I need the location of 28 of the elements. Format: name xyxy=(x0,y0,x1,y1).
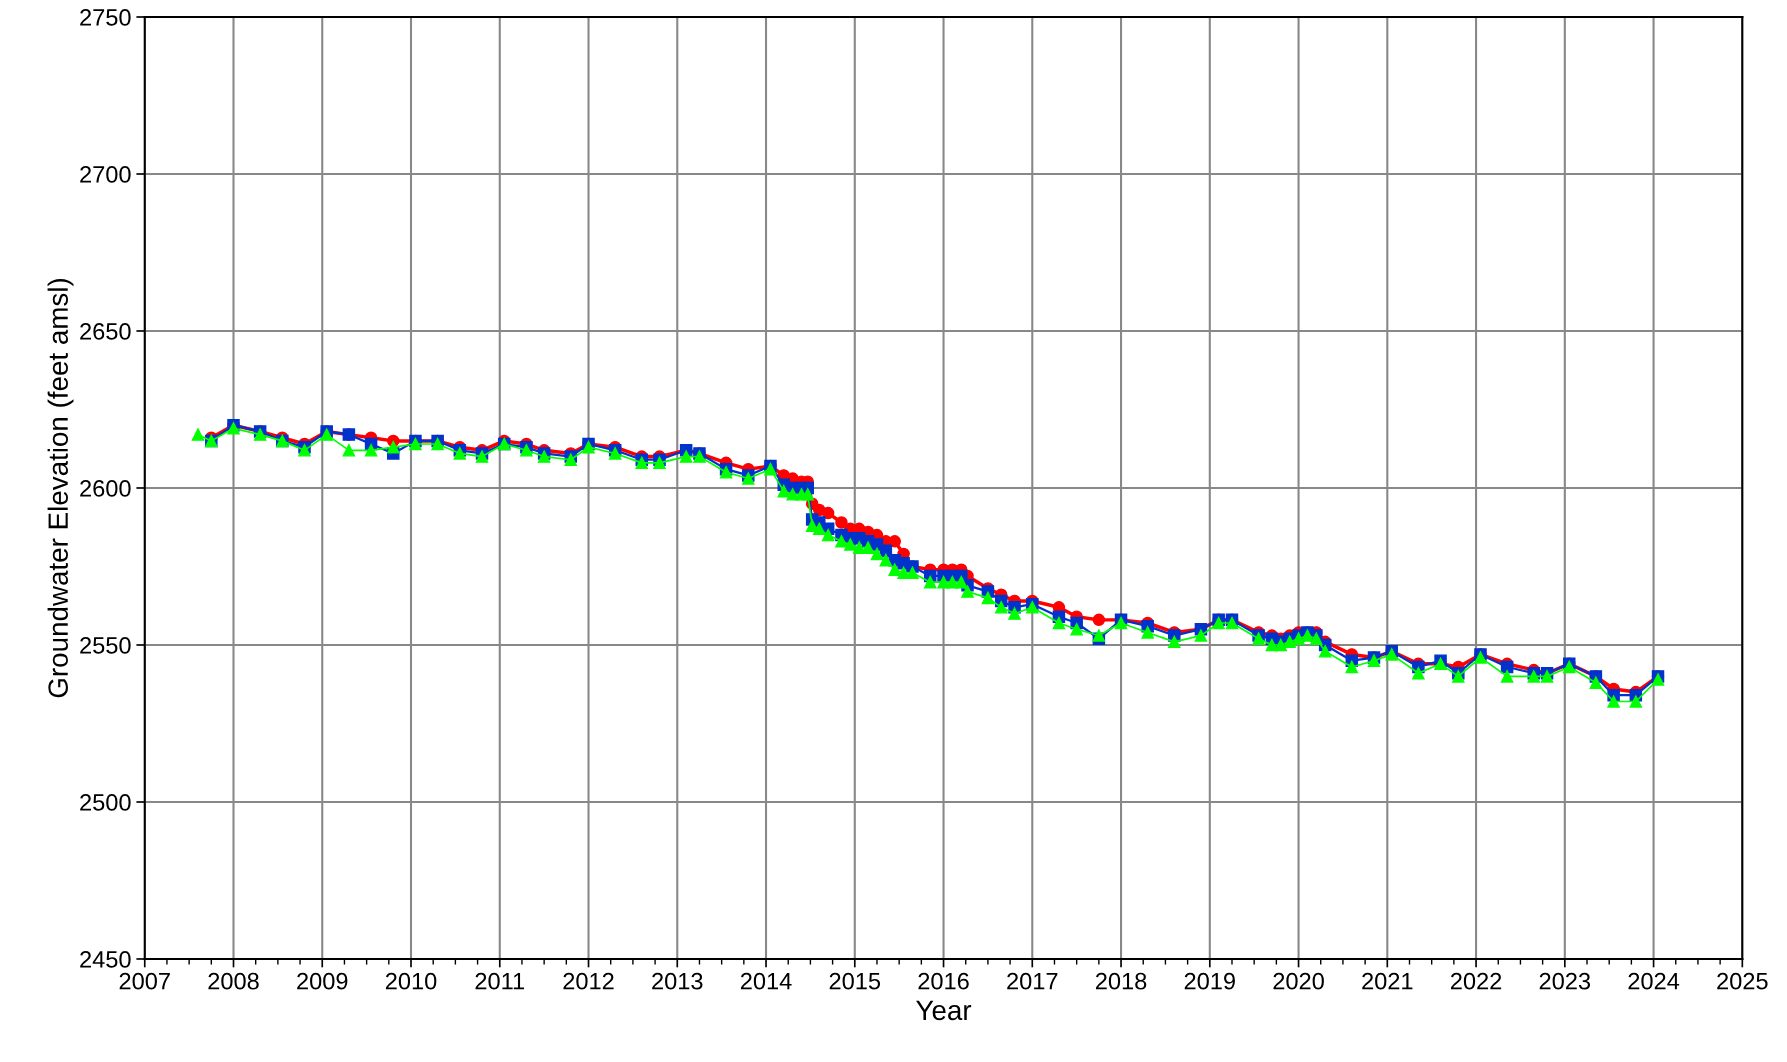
x-tick-label: 2011 xyxy=(475,972,525,990)
x-tick-label: 2010 xyxy=(385,972,437,990)
x-tick-label: 2014 xyxy=(740,972,792,990)
y-tick-label: 2450 xyxy=(80,951,131,968)
x-tick-label: 2008 xyxy=(208,972,259,990)
x-tick-label: 2023 xyxy=(1539,972,1591,990)
x-tick-label: 2025 xyxy=(1717,972,1768,990)
x-tick-label: 2007 xyxy=(119,972,170,990)
x-tick-label: 2017 xyxy=(1007,972,1058,990)
y-tick-label: 2650 xyxy=(80,323,131,340)
x-tick-label: 2015 xyxy=(829,972,881,990)
x-tick-label: 2009 xyxy=(297,972,348,990)
x-tick-label: 2018 xyxy=(1095,972,1147,990)
x-tick-label: 2013 xyxy=(652,972,703,990)
x-tick-label: 2024 xyxy=(1628,972,1680,990)
y-tick-label: 2700 xyxy=(80,166,131,183)
x-axis-title: Year xyxy=(916,1000,972,1021)
y-tick-label: 2600 xyxy=(80,480,131,497)
y-tick-label: 2500 xyxy=(80,794,131,811)
x-tick-label: 2016 xyxy=(918,972,969,990)
x-tick-label: 2019 xyxy=(1184,972,1235,990)
x-tick-label: 2022 xyxy=(1450,972,1502,990)
x-tick-label: 2020 xyxy=(1273,972,1324,990)
x-tick-label: 2012 xyxy=(563,972,614,990)
x-tick-label: 2021 xyxy=(1362,972,1413,990)
y-axis-title: Groundwater Elevation (feet amsl) xyxy=(47,278,74,698)
y-tick-label: 2750 xyxy=(80,9,131,26)
y-tick-label: 2550 xyxy=(80,637,131,654)
